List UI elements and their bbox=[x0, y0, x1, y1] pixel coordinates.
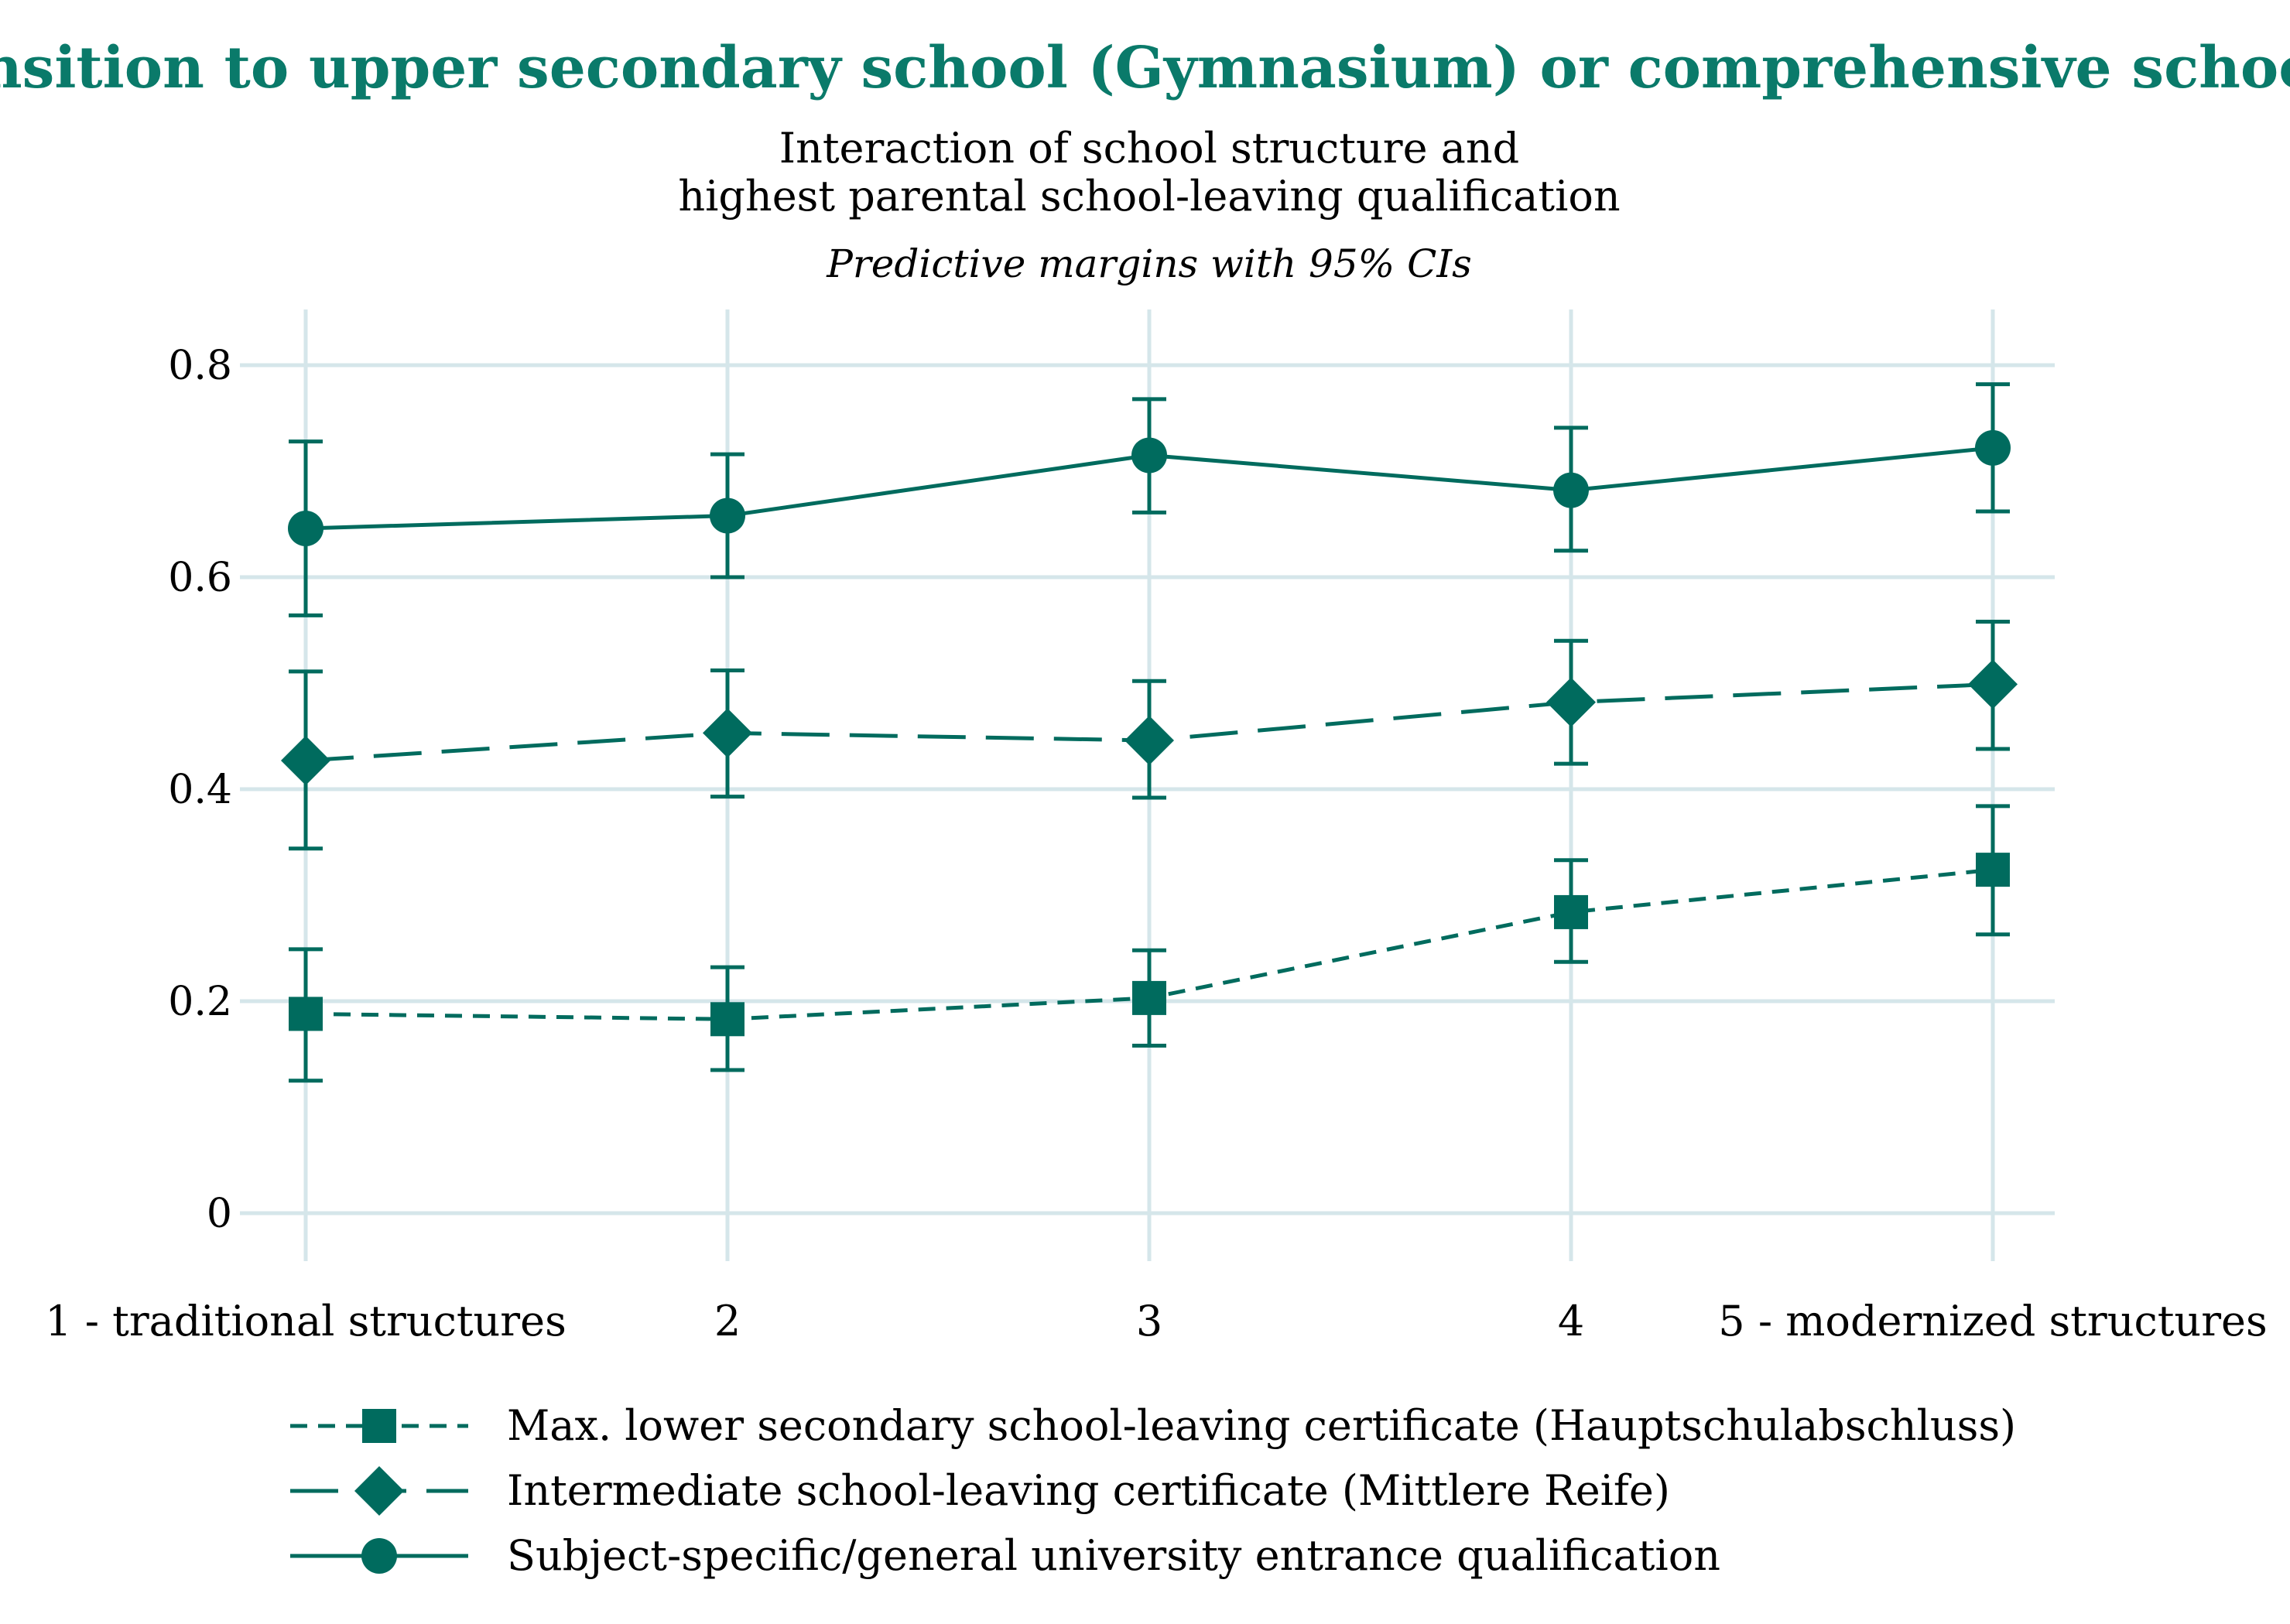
series-layer bbox=[281, 382, 2018, 1083]
legend: Max. lower secondary school-leaving cert… bbox=[290, 1401, 2016, 1580]
chart-subtitle-line-2: highest parental school-leaving qualific… bbox=[678, 172, 1620, 221]
data-point-diamond bbox=[703, 708, 752, 758]
y-tick-label: 0.4 bbox=[168, 767, 232, 813]
y-tick-label: 0.2 bbox=[168, 979, 232, 1025]
data-point-diamond bbox=[281, 736, 330, 786]
data-point-diamond bbox=[1968, 659, 2018, 709]
data-point-circle bbox=[1131, 437, 1167, 474]
data-point-square bbox=[1976, 853, 2010, 887]
data-point-diamond bbox=[1546, 677, 1596, 727]
legend-item-circle: Subject-specific/general university entr… bbox=[290, 1531, 1720, 1580]
legend-label: Intermediate school-leaving certificate … bbox=[507, 1466, 1670, 1515]
legend-key-circle bbox=[361, 1538, 397, 1574]
legend-key-square bbox=[362, 1409, 396, 1443]
series-square bbox=[289, 804, 2010, 1083]
data-point-circle bbox=[1553, 472, 1589, 508]
legend-key-diamond bbox=[354, 1466, 404, 1516]
x-tick-label: 2 bbox=[714, 1297, 741, 1345]
y-tick-label: 0.8 bbox=[168, 343, 232, 389]
x-tick-label: 4 bbox=[1558, 1297, 1584, 1345]
y-tick-label: 0.6 bbox=[168, 555, 232, 601]
legend-label: Max. lower secondary school-leaving cert… bbox=[507, 1401, 2016, 1450]
y-tick-label: 0 bbox=[207, 1191, 232, 1237]
chart-subtitle-line-1: Interaction of school structure and bbox=[779, 124, 1520, 173]
data-point-square bbox=[1132, 980, 1166, 1015]
data-point-square bbox=[710, 1002, 745, 1037]
data-point-square bbox=[289, 997, 323, 1031]
x-tick-label: 1 - traditional structures bbox=[45, 1297, 567, 1345]
legend-item-square: Max. lower secondary school-leaving cert… bbox=[290, 1401, 2016, 1450]
data-point-circle bbox=[288, 510, 323, 546]
x-tick-label: 3 bbox=[1136, 1297, 1162, 1345]
legend-label: Subject-specific/general university entr… bbox=[507, 1531, 1720, 1580]
chart-title: Transition to upper secondary school (Gy… bbox=[0, 35, 2290, 101]
legend-item-diamond: Intermediate school-leaving certificate … bbox=[290, 1466, 1670, 1516]
data-point-square bbox=[1554, 894, 1588, 929]
series-diamond bbox=[281, 620, 2018, 851]
data-point-diamond bbox=[1124, 715, 1174, 765]
data-point-circle bbox=[1975, 429, 2011, 466]
data-point-circle bbox=[710, 497, 745, 534]
axis-label-layer: 0 0.2 0.4 0.6 0.8 1 - traditional structures 2… bbox=[45, 343, 2267, 1345]
series-circle bbox=[288, 382, 2011, 617]
x-tick-label: 5 - modernized structures bbox=[1718, 1297, 2267, 1345]
chart-note: Predictive margins with 95% CIs bbox=[826, 241, 1472, 286]
